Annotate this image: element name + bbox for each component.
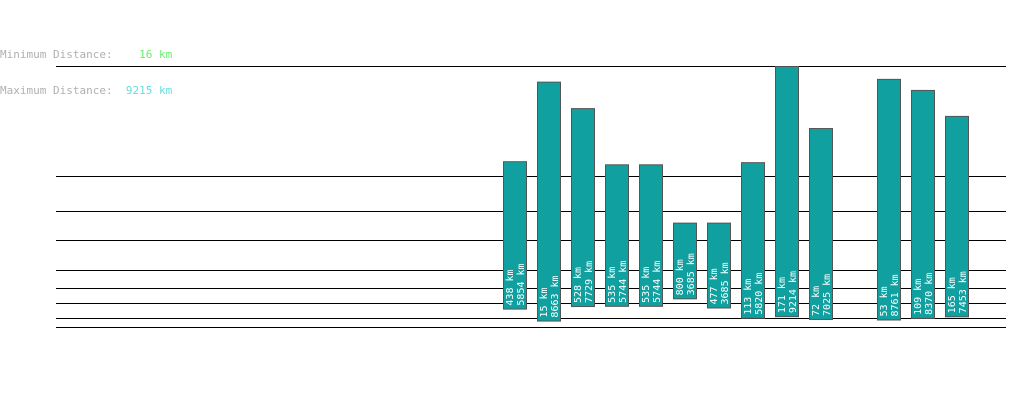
- bar-low-label: 53 km: [879, 286, 890, 316]
- bar-high-label: 7453 km: [958, 271, 969, 313]
- bar-group: 528 km 7729 km: [571, 108, 595, 308]
- min-distance-label: Minimum Distance:: [0, 48, 113, 61]
- range-bar: [537, 81, 561, 322]
- min-distance-value: 16 km: [139, 48, 173, 61]
- grid-lines: [56, 66, 1006, 328]
- max-distance-value: 9215 km: [125, 84, 173, 97]
- bar-high-label: 5854 km: [516, 263, 527, 305]
- bar-group: 477 km 3685 km: [707, 222, 731, 309]
- range-bar: [775, 66, 799, 318]
- bar-high-label: 8370 km: [924, 273, 935, 315]
- min-distance-row: Minimum Distance: 16 km: [0, 49, 172, 61]
- bar-group: 165 km 7453 km: [945, 115, 969, 318]
- bar-group: 800 km 3685 km: [673, 222, 697, 300]
- bar-low-label: 171 km: [777, 277, 788, 313]
- bar-low-label: 535 km: [607, 267, 618, 303]
- bar-group: 109 km 8370 km: [911, 89, 935, 319]
- range-bar: [945, 115, 969, 318]
- bar-group: 15 km 8663 km: [537, 81, 561, 322]
- bar-high-label: 5744 km: [652, 261, 663, 303]
- bar-high-label: 5744 km: [618, 261, 629, 303]
- range-bar: [639, 164, 663, 307]
- bar-high-label: 8663 km: [550, 275, 561, 317]
- distance-summary: Minimum Distance: 16 km Maximum Distance…: [0, 25, 172, 109]
- bar-low-label: 438 km: [505, 269, 516, 305]
- bar-group: 72 km 7025 km: [809, 128, 833, 320]
- bar-low-label: 15 km: [539, 287, 550, 317]
- max-distance-label: Maximum Distance:: [0, 84, 113, 97]
- range-bar: [809, 128, 833, 320]
- bar-high-label: 7025 km: [822, 274, 833, 316]
- bar-high-label: 5820 km: [754, 273, 765, 315]
- bar-group: 53 km 8761 km: [877, 78, 901, 321]
- bar-low-label: 113 km: [743, 279, 754, 315]
- bar-low-label: 72 km: [811, 286, 822, 316]
- bar-high-label: 3685 km: [686, 253, 697, 295]
- range-bar: [605, 164, 629, 307]
- bar-group: 171 km 9214 km: [775, 66, 799, 318]
- bar-low-label: 528 km: [573, 267, 584, 303]
- bar-high-label: 3685 km: [720, 262, 731, 304]
- range-bar: [707, 222, 731, 309]
- bar-group: 535 km 5744 km: [605, 164, 629, 307]
- bar-low-label: 109 km: [913, 279, 924, 315]
- bar-low-label: 165 km: [947, 277, 958, 313]
- bar-high-label: 8761 km: [890, 274, 901, 316]
- bar-low-label: 535 km: [641, 267, 652, 303]
- bars-layer: 438 km 5854 km 15 km 8663 km 528 km 7729 km 53…: [503, 66, 969, 322]
- bar-high-label: 9214 km: [788, 271, 799, 313]
- bar-group: 535 km 5744 km: [639, 164, 663, 307]
- bar-low-label: 477 km: [709, 268, 720, 304]
- bar-group: 113 km 5820 km: [741, 162, 765, 319]
- range-bar: [673, 222, 697, 300]
- range-bar: [741, 162, 765, 319]
- range-bar: [877, 78, 901, 321]
- range-bar: [571, 108, 595, 308]
- bar-high-label: 7729 km: [584, 261, 595, 303]
- max-distance-row: Maximum Distance: 9215 km: [0, 85, 172, 97]
- range-bar: [911, 89, 935, 319]
- range-bar: [503, 161, 527, 310]
- bar-low-label: 800 km: [675, 259, 686, 295]
- bar-group: 438 km 5854 km: [503, 161, 527, 310]
